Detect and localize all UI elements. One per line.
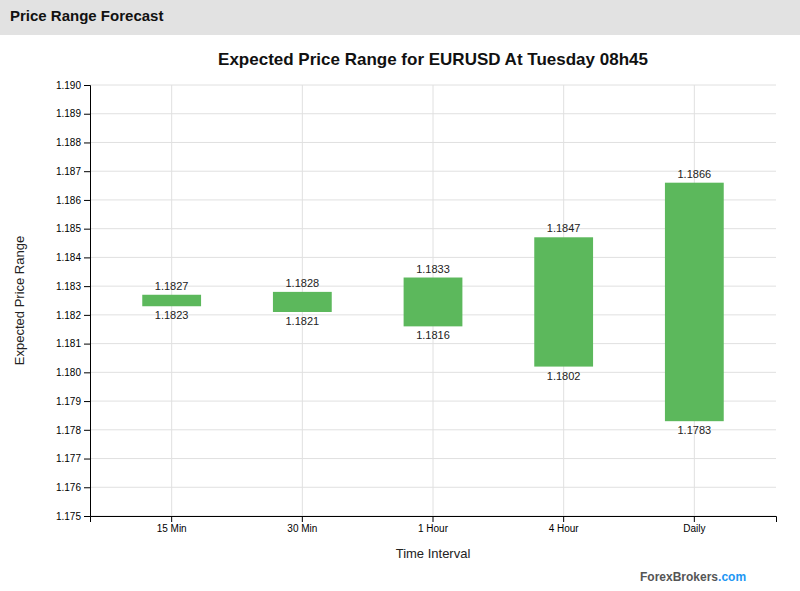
tick-label: 1.176 [56,482,81,493]
tick: 1.176 [56,482,90,493]
tick: 1.190 [56,80,90,91]
bar [142,295,201,306]
tick-label: 1.182 [56,310,81,321]
tick-mark [84,344,90,345]
tick-mark [84,516,90,517]
y-label: Expected Price Range [12,236,27,365]
tick: 1.179 [56,396,90,407]
tick-label: 15 Min [157,523,187,534]
plot: 1.1827 1.1828 1.1833 1.1847 1.1866 1.1823 1.18… [56,80,777,534]
tick-mark [84,372,90,373]
tick: 1.177 [56,453,90,464]
tick: Daily [683,516,705,534]
data-label: 1.1802 [547,370,581,382]
bars [142,183,723,421]
header: Price Range Forecast [10,7,163,24]
tick-label: 1.185 [56,223,81,234]
tick: 1.184 [56,252,90,263]
header-bg [0,0,800,35]
tick-mark [84,114,90,115]
tick-mark [563,516,564,522]
tick-mark [84,85,90,86]
tick-mark [84,487,90,488]
tick-label: Daily [683,523,705,534]
data-label: 1.1828 [286,277,320,289]
bar [534,237,593,366]
tick-mark [84,200,90,201]
tick-mark [302,516,303,522]
tick-label: 1.179 [56,396,81,407]
data-label: 1.1866 [678,168,712,180]
axis-line [84,86,91,517]
bar [404,278,463,327]
y-axis: 1.175 1.176 1.177 1.178 1.179 1.180 1.181 1.182… [56,80,91,522]
tick-label: 1.183 [56,281,81,292]
data-label: 1.1821 [286,315,320,327]
tick-label: 1.184 [56,252,81,263]
tick-label: 1 Hour [418,523,449,534]
tick-label: 1.175 [56,511,81,522]
tick: 1.186 [56,195,90,206]
tick-label: 1.186 [56,195,81,206]
bar [665,183,724,421]
bar [273,292,332,312]
tick: 1.178 [56,425,90,436]
data-label: 1.1827 [155,280,189,292]
content-bg [0,35,800,591]
tick-mark [84,430,90,431]
tick: 1.183 [56,281,90,292]
tick-mark [694,516,695,522]
tick-mark [84,257,90,258]
data-labels: 1.1827 1.1828 1.1833 1.1847 1.1866 1.1823 1.18… [155,168,711,436]
tick-mark [84,286,90,287]
tick-label: 1.189 [56,108,81,119]
data-label: 1.1816 [416,329,450,341]
tick-mark [84,459,90,460]
tick: 15 Min [157,516,187,534]
watermark: .com [718,570,746,584]
tick: 1.180 [56,367,90,378]
data-label: 1.1823 [155,309,189,321]
tick-mark [433,516,434,522]
tick-label: 1.180 [56,367,81,378]
tick-label: 4 Hour [549,523,580,534]
title: Expected Price Range for EURUSD At Tuesd… [218,50,648,69]
tick-mark [84,401,90,402]
data-label: 1.1783 [678,424,712,436]
data-label: 1.1847 [547,222,581,234]
tick: 1.182 [56,310,90,321]
data-label: 1.1833 [416,263,450,275]
tick: 1.189 [56,108,90,119]
tick: 1.187 [56,166,90,177]
x-axis: 15 Min 30 Min 1 Hour 4 Hour Daily [91,516,777,534]
grid [90,85,776,516]
chart: Price Range Forecast1.18271.18281.18331.… [0,0,800,591]
tick: 30 Min [287,516,317,534]
tick-label: 1.177 [56,453,81,464]
tick-label: 1.190 [56,80,81,91]
tick-label: 1.178 [56,425,81,436]
tick-label: 1.188 [56,137,81,148]
tick-mark [84,171,90,172]
axis-line [91,517,777,523]
tick: 4 Hour [549,516,580,534]
tick-label: 30 Min [287,523,317,534]
tick-mark [84,142,90,143]
tick-label: 1.181 [56,338,81,349]
watermark: ForexBrokers [640,570,718,584]
tick: 1.181 [56,338,90,349]
tick-mark [84,229,90,230]
tick: 1 Hour [418,516,449,534]
tick-mark [171,516,172,522]
tick: 1.175 [56,511,90,522]
x-label: Time Interval [396,546,471,561]
tick: 1.188 [56,137,90,148]
tick: 1.185 [56,223,90,234]
tick-label: 1.187 [56,166,81,177]
tick-mark [84,315,90,316]
